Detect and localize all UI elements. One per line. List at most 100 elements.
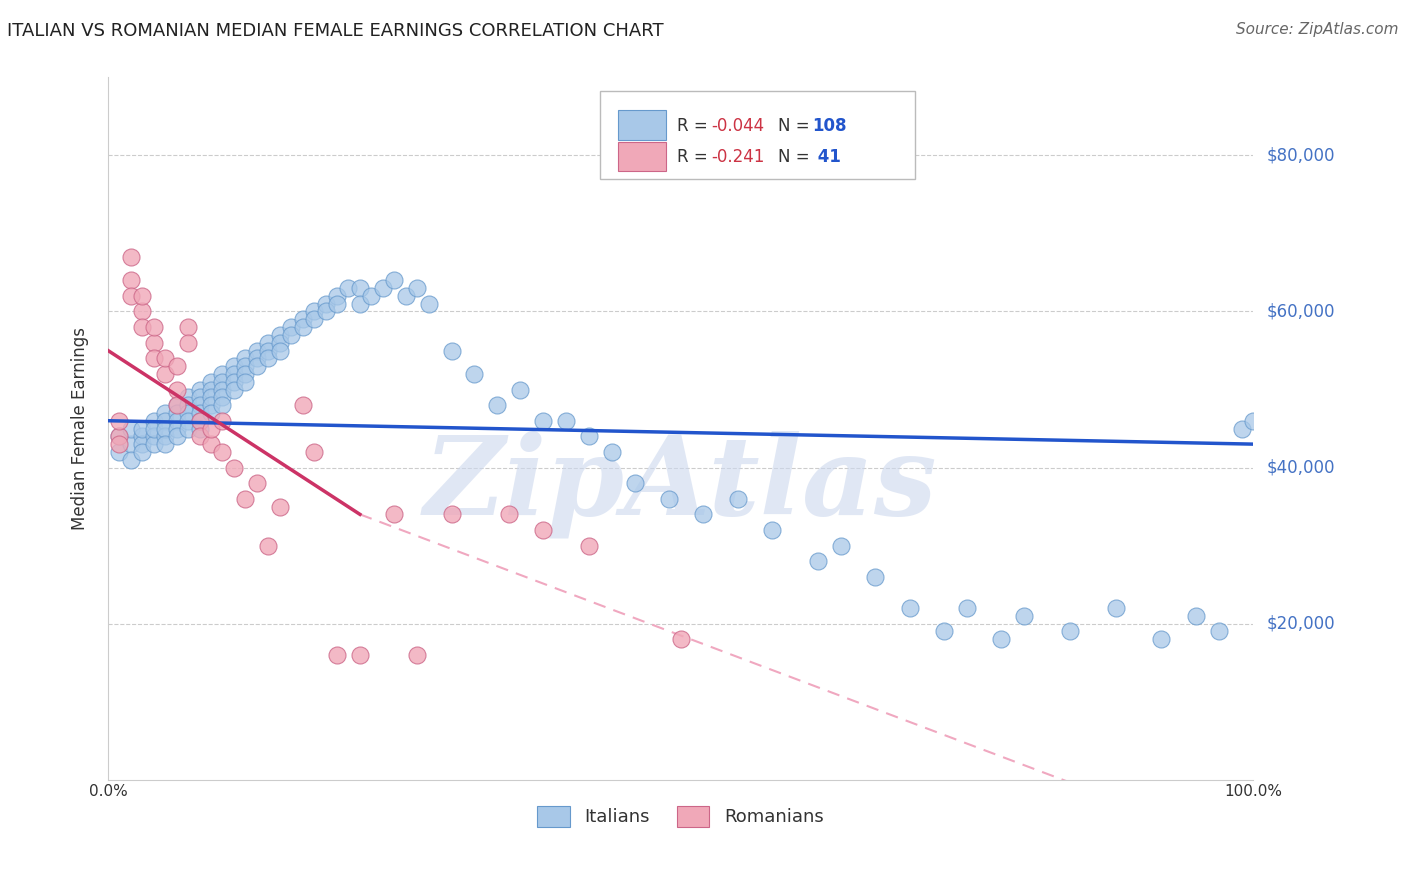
Point (658, 491, 681, 506)
Point (578, 429, 600, 443)
Point (257, 343, 280, 358)
Point (166, 406, 188, 420)
Point (291, 320, 314, 334)
Point (211, 383, 233, 397)
Point (120, 421, 142, 435)
Point (120, 250, 142, 264)
Point (578, 539, 600, 553)
Point (382, 508, 405, 522)
Point (177, 390, 200, 404)
Point (498, 508, 520, 522)
Point (1012, 608, 1035, 623)
Point (177, 398, 200, 412)
Point (200, 383, 222, 397)
Point (235, 351, 257, 366)
Point (727, 491, 749, 506)
Point (200, 390, 222, 404)
Point (131, 289, 153, 303)
Text: -0.241: -0.241 (711, 148, 765, 166)
Point (177, 421, 200, 435)
Point (235, 367, 257, 381)
Point (932, 624, 955, 639)
Text: -0.044: -0.044 (711, 117, 765, 135)
Point (131, 304, 153, 318)
Point (440, 508, 463, 522)
Point (956, 601, 979, 615)
Point (166, 398, 188, 412)
Point (315, 296, 337, 310)
Point (155, 414, 177, 428)
Text: 41: 41 (813, 148, 841, 166)
Point (235, 375, 257, 389)
Point (188, 414, 211, 428)
Point (280, 320, 302, 334)
Point (235, 359, 257, 373)
Point (155, 437, 177, 451)
Point (222, 367, 245, 381)
Point (108, 414, 131, 428)
Point (302, 304, 325, 318)
Point (382, 273, 405, 287)
Point (120, 289, 142, 303)
FancyBboxPatch shape (617, 142, 665, 171)
Point (555, 414, 578, 428)
Point (418, 296, 440, 310)
Point (509, 383, 531, 397)
Point (371, 281, 394, 295)
Point (990, 632, 1012, 647)
Point (142, 320, 165, 334)
Point (166, 414, 188, 428)
Point (188, 414, 211, 428)
Y-axis label: Median Female Earnings: Median Female Earnings (72, 327, 89, 530)
Point (302, 312, 325, 326)
Point (257, 539, 280, 553)
FancyBboxPatch shape (600, 92, 915, 179)
Point (166, 398, 188, 412)
Point (246, 343, 269, 358)
Point (188, 383, 211, 397)
Point (131, 429, 153, 443)
Point (120, 273, 142, 287)
Point (155, 406, 177, 420)
Point (188, 398, 211, 412)
Text: $20,000: $20,000 (1267, 615, 1336, 632)
Point (188, 429, 211, 443)
Text: N =: N = (778, 117, 814, 135)
Point (269, 343, 291, 358)
Point (166, 429, 188, 443)
Point (269, 335, 291, 350)
Point (211, 367, 233, 381)
Point (211, 414, 233, 428)
Point (120, 437, 142, 451)
Point (166, 383, 188, 397)
Point (235, 491, 257, 506)
Text: Source: ZipAtlas.com: Source: ZipAtlas.com (1236, 22, 1399, 37)
Point (155, 421, 177, 435)
Point (166, 421, 188, 435)
Point (669, 632, 692, 647)
Point (142, 351, 165, 366)
Point (108, 445, 131, 459)
Point (155, 351, 177, 366)
Point (1241, 414, 1264, 428)
Point (131, 421, 153, 435)
Legend: Italians, Romanians: Italians, Romanians (530, 798, 831, 834)
Point (349, 281, 371, 295)
Point (246, 476, 269, 491)
Point (131, 320, 153, 334)
Point (463, 367, 485, 381)
Point (1230, 421, 1253, 435)
Point (1104, 601, 1126, 615)
Point (406, 281, 429, 295)
Point (142, 335, 165, 350)
Text: $60,000: $60,000 (1267, 302, 1336, 320)
Point (222, 375, 245, 389)
Point (315, 304, 337, 318)
Point (326, 648, 349, 662)
Point (188, 406, 211, 420)
Point (222, 359, 245, 373)
Point (349, 296, 371, 310)
Point (222, 460, 245, 475)
Point (291, 398, 314, 412)
Point (155, 429, 177, 443)
